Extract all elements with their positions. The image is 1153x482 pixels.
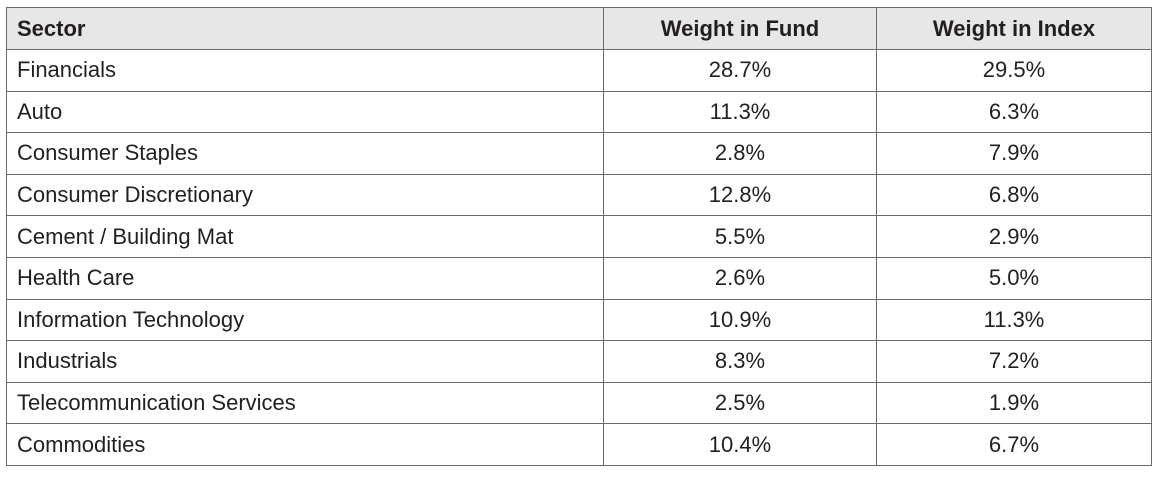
header-sector: Sector [6, 7, 604, 50]
table-row: Industrials 8.3% 7.2% [6, 340, 1152, 383]
cell-weight-in-index: 6.8% [876, 173, 1152, 217]
table-row: Financials 28.7% 29.5% [6, 49, 1152, 92]
cell-weight-in-fund: 28.7% [603, 49, 877, 92]
cell-sector: Commodities [6, 423, 604, 466]
table-body: Financials 28.7% 29.5% Auto 11.3% 6.3% C… [6, 49, 1152, 466]
cell-weight-in-fund: 2.5% [603, 381, 877, 425]
cell-sector: Telecommunication Services [6, 381, 604, 425]
table-row: Telecommunication Services 2.5% 1.9% [6, 381, 1152, 425]
table-header: Sector Weight in Fund Weight in Index [6, 7, 1152, 50]
header-row: Sector Weight in Fund Weight in Index [6, 7, 1152, 50]
cell-sector: Cement / Building Mat [6, 215, 604, 258]
cell-sector: Consumer Staples [6, 132, 604, 175]
cell-sector: Auto [6, 90, 604, 134]
cell-weight-in-fund: 2.6% [603, 256, 877, 300]
cell-sector: Health Care [6, 256, 604, 300]
table-row: Information Technology 10.9% 11.3% [6, 298, 1152, 342]
cell-weight-in-fund: 5.5% [603, 215, 877, 258]
cell-weight-in-index: 11.3% [876, 298, 1152, 342]
cell-weight-in-fund: 11.3% [603, 90, 877, 134]
header-weight-in-index: Weight in Index [876, 7, 1152, 50]
cell-weight-in-index: 6.3% [876, 90, 1152, 134]
cell-sector: Information Technology [6, 298, 604, 342]
cell-weight-in-index: 6.7% [876, 423, 1152, 466]
table-row: Consumer Staples 2.8% 7.9% [6, 132, 1152, 175]
cell-weight-in-fund: 8.3% [603, 340, 877, 383]
cell-weight-in-index: 7.2% [876, 340, 1152, 383]
cell-sector: Industrials [6, 340, 604, 383]
table-row: Health Care 2.6% 5.0% [6, 256, 1152, 300]
cell-weight-in-index: 5.0% [876, 256, 1152, 300]
header-weight-in-fund: Weight in Fund [603, 7, 877, 50]
sector-weight-table: Sector Weight in Fund Weight in Index Fi… [6, 7, 1152, 466]
table-row: Consumer Discretionary 12.8% 6.8% [6, 173, 1152, 217]
cell-weight-in-fund: 2.8% [603, 132, 877, 175]
table-row: Cement / Building Mat 5.5% 2.9% [6, 215, 1152, 258]
cell-weight-in-index: 2.9% [876, 215, 1152, 258]
table-row: Commodities 10.4% 6.7% [6, 423, 1152, 466]
cell-weight-in-fund: 10.9% [603, 298, 877, 342]
cell-weight-in-index: 29.5% [876, 49, 1152, 92]
cell-sector: Consumer Discretionary [6, 173, 604, 217]
cell-weight-in-index: 7.9% [876, 132, 1152, 175]
cell-weight-in-index: 1.9% [876, 381, 1152, 425]
cell-weight-in-fund: 10.4% [603, 423, 877, 466]
cell-sector: Financials [6, 49, 604, 92]
table-row: Auto 11.3% 6.3% [6, 90, 1152, 134]
cell-weight-in-fund: 12.8% [603, 173, 877, 217]
